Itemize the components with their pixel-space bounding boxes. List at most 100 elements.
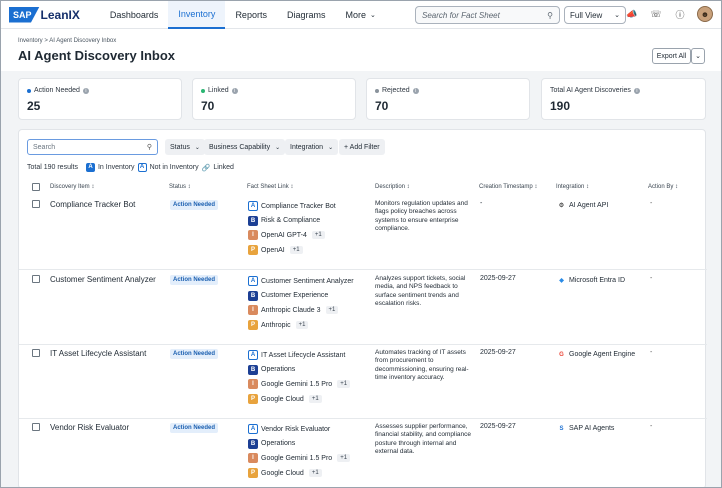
row-action-by: - (650, 275, 653, 282)
discovery-table-panel: Search ⚲ Status ⌄ Business Capability ⌄ In… (18, 129, 707, 487)
fact-sheet-link[interactable]: I OpenAI GPT-4 +1 (248, 228, 336, 243)
fact-sheet-link[interactable]: B Risk & Compliance (248, 214, 336, 229)
fact-sheet-link[interactable]: B Operations (248, 363, 350, 378)
row-action-by: - (650, 349, 653, 356)
more-count-badge[interactable]: +1 (308, 395, 322, 404)
discovery-item-name[interactable]: Customer Sentiment Analyzer (50, 275, 156, 284)
fact-sheet-link[interactable]: A Vendor Risk Evaluator (248, 422, 350, 437)
more-count-badge[interactable]: +1 (308, 469, 322, 478)
main-nav: Dashboards Inventory Reports Diagrams Mo… (100, 1, 386, 29)
more-count-badge[interactable]: +1 (325, 306, 339, 315)
row-checkbox[interactable] (32, 349, 40, 357)
more-count-badge[interactable]: +1 (337, 454, 351, 463)
filter-integration[interactable]: Integration ⌄ (285, 139, 339, 155)
nav-diagrams[interactable]: Diagrams (277, 1, 336, 29)
status-badge: Action Needed (170, 423, 219, 433)
breadcrumb-inventory-link[interactable]: Inventory (18, 38, 43, 44)
info-icon[interactable]: i (231, 87, 238, 94)
fact-sheet-label: Customer Sentiment Analyzer (261, 277, 354, 285)
fact-sheet-link[interactable]: A Customer Sentiment Analyzer (248, 274, 354, 289)
row-checkbox[interactable] (32, 423, 40, 431)
fact-sheet-links: A Compliance Tracker Bot B Risk & Complian… (248, 199, 336, 257)
row-checkbox[interactable] (32, 275, 40, 283)
application-tag-icon: A (248, 201, 258, 212)
more-count-badge[interactable]: +1 (295, 321, 309, 330)
nav-more[interactable]: More ⌄ (335, 1, 385, 29)
filter-business-capability[interactable]: Business Capability ⌄ (204, 139, 286, 155)
col-label: Integration (556, 184, 585, 190)
stat-card-rejected[interactable]: Rejected i 70 (366, 78, 530, 120)
stat-card-action-needed[interactable]: Action Needed i 25 (18, 78, 182, 120)
nav-reports[interactable]: Reports (225, 1, 277, 29)
col-discovery-item[interactable]: Discovery Item ↕ (50, 184, 95, 190)
col-label: Action By (648, 184, 674, 190)
col-integration[interactable]: Integration ↕ (556, 184, 590, 190)
col-creation-timestamp[interactable]: Creation Timestamp ↕ (479, 184, 538, 190)
row-timestamp: 2025-09-27 (480, 275, 516, 282)
fact-sheet-link[interactable]: P Google Cloud +1 (248, 392, 350, 407)
nav-reports-label: Reports (235, 9, 267, 20)
info-icon[interactable]: i (82, 87, 89, 94)
col-description[interactable]: Description ↕ (375, 184, 410, 190)
select-all-checkbox[interactable] (32, 183, 40, 191)
nav-dashboards[interactable]: Dashboards (100, 1, 169, 29)
col-label: Creation Timestamp (479, 184, 533, 190)
user-avatar[interactable]: ☻ (697, 6, 713, 22)
table-row[interactable]: Customer Sentiment Analyzer Action Neede… (19, 271, 707, 345)
sap-leanix-logo[interactable]: SAP LeanIX (9, 6, 80, 23)
col-fact-sheet-link[interactable]: Fact Sheet Link ↕ (247, 184, 294, 190)
view-select[interactable]: Full View ⌄ (564, 6, 626, 24)
help-icon[interactable]: ⓘ (675, 9, 685, 20)
fact-sheet-label: Anthropic Claude 3 (261, 306, 321, 314)
chevron-down-icon: ⌄ (614, 12, 620, 19)
integration-name: AI Agent API (569, 202, 609, 209)
export-dropdown-button[interactable]: ⌄ (691, 48, 705, 64)
table-search-input[interactable]: Search ⚲ (27, 139, 158, 155)
discovery-item-name[interactable]: Vendor Risk Evaluator (50, 423, 130, 432)
discovery-item-name[interactable]: Compliance Tracker Bot (50, 200, 136, 209)
info-icon[interactable]: i (412, 87, 419, 94)
fact-sheet-link[interactable]: P Google Cloud +1 (248, 466, 350, 481)
fact-sheet-link[interactable]: B Operations (248, 437, 350, 452)
discovery-item-name[interactable]: IT Asset Lifecycle Assistant (50, 349, 147, 358)
fact-sheet-link[interactable]: I Anthropic Claude 3 +1 (248, 303, 354, 318)
more-count-badge[interactable]: +1 (337, 380, 351, 389)
fact-sheet-link[interactable]: P Anthropic +1 (248, 318, 354, 333)
breadcrumb-separator: > (44, 38, 48, 44)
status-badge: Action Needed (170, 349, 219, 359)
fact-sheet-link[interactable]: I Google Gemini 1.5 Pro +1 (248, 377, 351, 392)
info-icon[interactable]: i (633, 87, 640, 94)
chevron-down-icon: ⌄ (328, 144, 334, 151)
row-timestamp: 2025-09-27 (480, 349, 516, 356)
fact-sheet-link[interactable]: P OpenAI +1 (248, 243, 336, 258)
fact-sheet-link[interactable]: A IT Asset Lifecycle Assistant (248, 348, 350, 363)
row-checkbox[interactable] (32, 200, 40, 208)
col-action-by[interactable]: Action By ↕ (648, 184, 679, 190)
fact-sheet-search-input[interactable]: Search for Fact Sheet ⚲ (415, 6, 560, 24)
fact-sheet-label: Operations (261, 366, 296, 374)
add-filter-button[interactable]: + Add Filter (339, 139, 385, 155)
stat-value: 190 (550, 99, 571, 113)
fact-sheet-link[interactable]: B Customer Experience (248, 289, 354, 304)
stat-card-total: Total AI Agent Discoveries i 190 (541, 78, 706, 120)
fact-sheet-label: Compliance Tracker Bot (261, 202, 336, 210)
table-row[interactable]: Compliance Tracker Bot Action Needed A Co… (19, 196, 707, 270)
legend-in-inventory: In Inventory (97, 164, 135, 171)
export-all-button[interactable]: Export All (652, 48, 691, 64)
stat-card-linked[interactable]: Linked i 70 (192, 78, 356, 120)
fact-sheet-link[interactable]: A Compliance Tracker Bot (248, 199, 336, 214)
megaphone-icon[interactable]: 📣 (626, 8, 638, 19)
col-status[interactable]: Status ↕ (169, 184, 191, 190)
more-count-badge[interactable]: +1 (289, 246, 303, 255)
table-row[interactable]: Vendor Risk Evaluator Action Needed A Ven… (19, 419, 707, 487)
fact-sheet-link[interactable]: I Google Gemini 1.5 Pro +1 (248, 451, 351, 466)
headset-icon[interactable]: ☏ (650, 8, 662, 19)
fact-sheet-links: A Customer Sentiment Analyzer B Customer E… (248, 274, 354, 332)
application-tag-icon: A (248, 424, 258, 435)
table-row[interactable]: IT Asset Lifecycle Assistant Action Need… (19, 345, 707, 419)
filter-status[interactable]: Status ⌄ (165, 139, 205, 155)
nav-inventory[interactable]: Inventory (168, 1, 226, 29)
more-count-badge[interactable]: +1 (311, 231, 325, 240)
stat-value: 70 (375, 99, 389, 113)
row-action-by: - (650, 200, 653, 207)
